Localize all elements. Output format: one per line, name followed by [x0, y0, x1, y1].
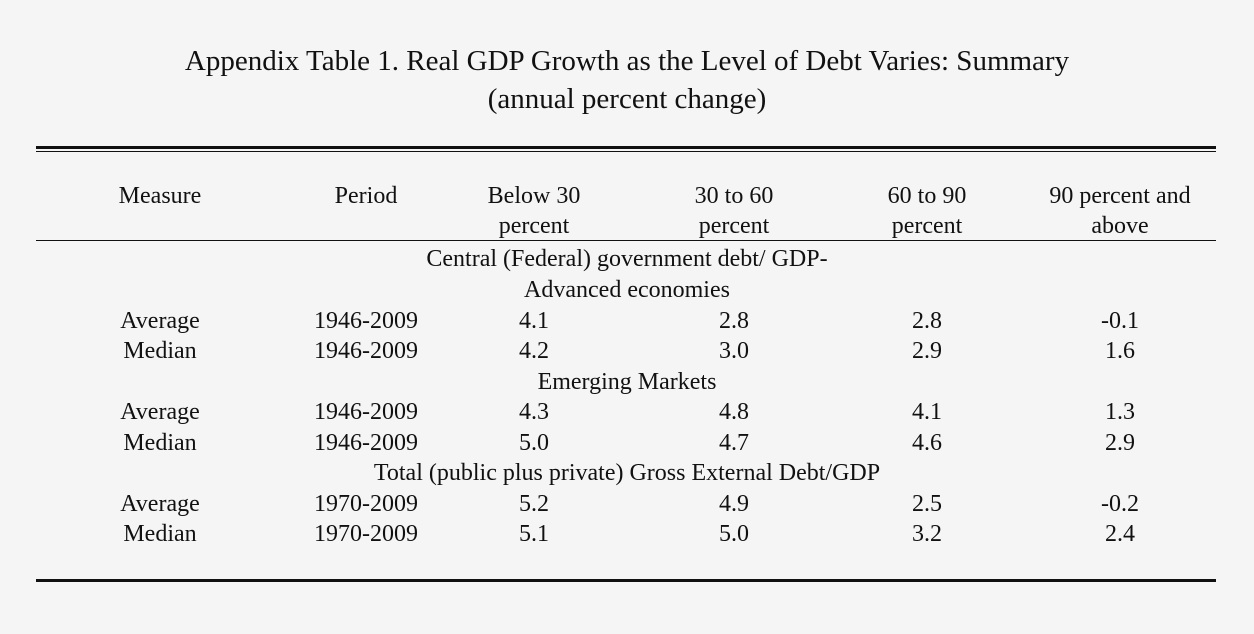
row-period: 1946-2009: [314, 430, 418, 456]
row-value-30-60: 4.8: [719, 399, 749, 425]
row-value-below30: 4.2: [519, 338, 549, 364]
top-rule: [36, 146, 1216, 149]
header-60-90: 60 to 90 percent: [827, 181, 1027, 241]
row-value-90plus: -0.1: [1101, 308, 1139, 334]
row-measure: Median: [123, 430, 197, 456]
row-value-below30: 5.0: [519, 430, 549, 456]
table-title: Appendix Table 1. Real GDP Growth as the…: [184, 45, 1070, 77]
top-rule-thin: [36, 151, 1216, 152]
header-30-60: 30 to 60 percent: [634, 181, 834, 241]
header-below30-line1: Below 30: [487, 183, 581, 209]
row-value-90plus: 2.9: [1105, 430, 1135, 456]
row-value-below30: 5.2: [519, 491, 549, 517]
group-label-advanced-line1: Central (Federal) government debt/ GDP-: [426, 246, 828, 272]
bottom-rule: [36, 579, 1216, 582]
header-90plus-line1: 90 percent and: [1049, 183, 1191, 209]
row-value-60-90: 2.8: [912, 308, 942, 334]
row-value-below30: 4.1: [519, 308, 549, 334]
row-value-below30: 4.3: [519, 399, 549, 425]
row-value-60-90: 2.9: [912, 338, 942, 364]
row-value-30-60: 5.0: [719, 521, 749, 547]
row-value-90plus: 2.4: [1105, 521, 1135, 547]
row-measure: Average: [120, 399, 200, 425]
header-below30-line2: percent: [498, 213, 570, 239]
table-subtitle: (annual percent change): [487, 83, 767, 115]
row-measure: Median: [123, 338, 197, 364]
row-value-90plus: 1.3: [1105, 399, 1135, 425]
row-period: 1946-2009: [314, 338, 418, 364]
header-rule: [36, 240, 1216, 241]
row-value-60-90: 2.5: [912, 491, 942, 517]
row-value-30-60: 3.0: [719, 338, 749, 364]
header-30-60-line1: 30 to 60: [694, 183, 774, 209]
group-label-emerging: Emerging Markets: [537, 369, 717, 395]
row-period: 1946-2009: [314, 308, 418, 334]
header-period: Period: [334, 183, 398, 209]
row-value-below30: 5.1: [519, 521, 549, 547]
row-value-30-60: 4.7: [719, 430, 749, 456]
header-measure: Measure: [118, 183, 202, 209]
header-90plus-line2: above: [1091, 213, 1149, 239]
row-value-60-90: 3.2: [912, 521, 942, 547]
row-value-90plus: -0.2: [1101, 491, 1139, 517]
header-60-90-line1: 60 to 90: [887, 183, 967, 209]
row-period: 1970-2009: [314, 521, 418, 547]
header-90plus: 90 percent and above: [1020, 181, 1220, 241]
row-value-30-60: 4.9: [719, 491, 749, 517]
row-value-90plus: 1.6: [1105, 338, 1135, 364]
group-label-advanced-line2: Advanced economies: [524, 277, 730, 303]
row-period: 1970-2009: [314, 491, 418, 517]
row-value-60-90: 4.6: [912, 430, 942, 456]
row-period: 1946-2009: [314, 399, 418, 425]
header-below30: Below 30 percent: [434, 181, 634, 241]
row-measure: Median: [123, 521, 197, 547]
row-measure: Average: [120, 491, 200, 517]
group-label-external-debt: Total (public plus private) Gross Extern…: [373, 460, 881, 486]
header-30-60-line2: percent: [698, 213, 770, 239]
header-60-90-line2: percent: [891, 213, 963, 239]
row-value-30-60: 2.8: [719, 308, 749, 334]
row-measure: Average: [120, 308, 200, 334]
row-value-60-90: 4.1: [912, 399, 942, 425]
